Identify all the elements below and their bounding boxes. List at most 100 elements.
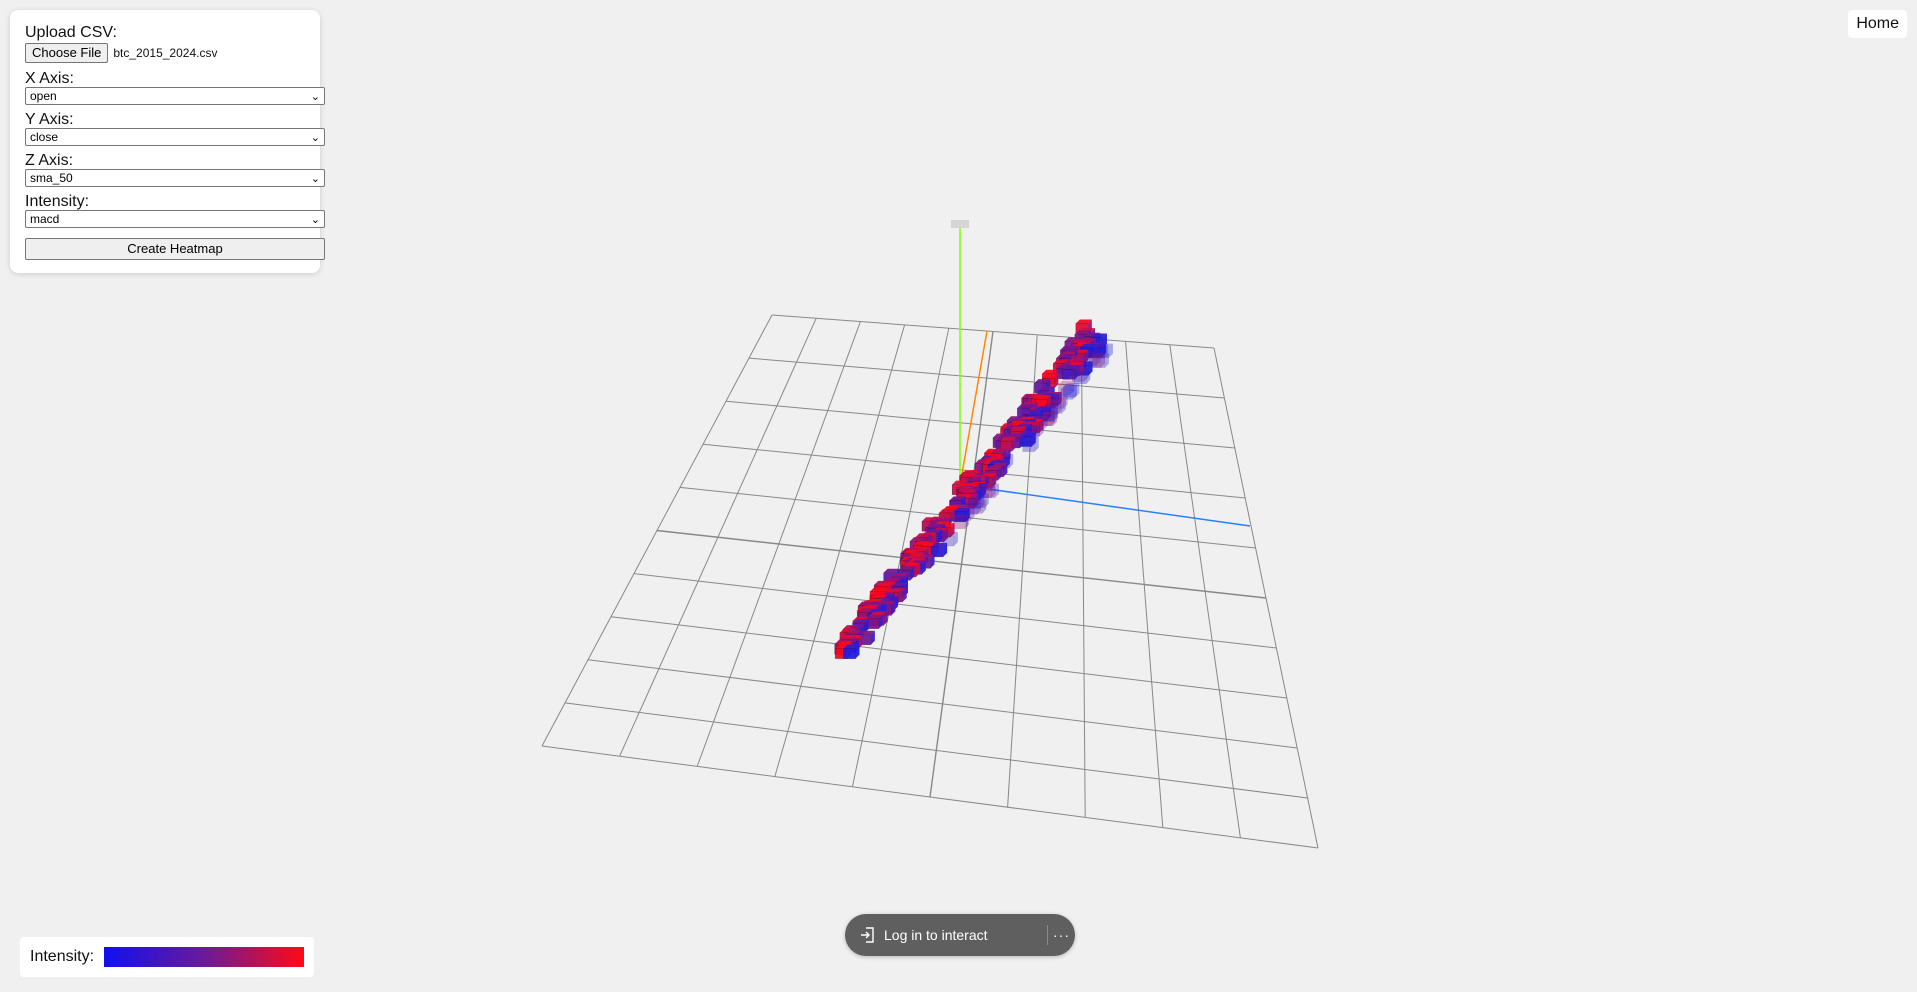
voxel-top <box>1072 367 1089 372</box>
voxel-side <box>994 483 999 498</box>
voxel-side <box>950 523 955 538</box>
z-axis-line <box>959 484 1251 527</box>
voxel-front <box>843 648 856 659</box>
voxel-front <box>1092 357 1106 368</box>
voxel-top <box>866 614 883 619</box>
grid-line <box>610 616 1287 699</box>
voxel-side <box>980 486 985 501</box>
voxel-front <box>1091 348 1105 359</box>
voxel-side <box>997 466 1002 481</box>
voxel-side <box>1031 432 1036 447</box>
z-axis-select[interactable]: sma_50 ⌄ <box>25 169 325 187</box>
voxel-top <box>1031 415 1048 420</box>
voxel-side <box>864 619 869 634</box>
heatmap-voxel <box>1091 344 1108 359</box>
voxel-side <box>977 487 982 502</box>
grid-line <box>587 659 1298 749</box>
heatmap-voxel <box>930 542 948 558</box>
choose-file-button[interactable]: Choose File <box>25 43 109 63</box>
voxel-side <box>1095 343 1100 358</box>
voxel-side <box>970 506 975 521</box>
voxel-top <box>903 562 920 567</box>
voxel-cloud <box>834 319 1113 659</box>
intensity-select[interactable]: macd ⌄ <box>25 210 325 228</box>
voxel-side <box>1102 342 1107 357</box>
file-name: btc_2015_2024.csv <box>113 46 218 60</box>
voxel-side <box>964 514 969 529</box>
voxel-top <box>1049 399 1066 404</box>
voxel-top <box>1063 383 1080 388</box>
heatmap-voxel <box>1092 353 1109 368</box>
home-button[interactable]: Home <box>1848 10 1907 38</box>
voxel-top <box>1071 339 1088 344</box>
voxel-top <box>1009 427 1026 432</box>
chevron-down-icon: ⌄ <box>310 214 320 226</box>
grid-line <box>541 745 1319 849</box>
voxel-top <box>1026 411 1043 416</box>
voxel-side <box>902 587 907 602</box>
voxel-front <box>982 487 996 498</box>
ellipsis-icon[interactable]: ··· <box>1053 927 1070 943</box>
voxel-side <box>930 554 935 569</box>
heatmap-voxel <box>843 644 860 659</box>
voxel-top <box>839 635 856 640</box>
voxel-top <box>970 499 987 504</box>
y-axis-label: Y Axis: <box>25 111 74 128</box>
file-input[interactable]: Choose File btc_2015_2024.csv <box>25 42 305 64</box>
voxel-top <box>1022 437 1039 442</box>
create-heatmap-button[interactable]: Create Heatmap <box>25 238 325 260</box>
voxel-side <box>1061 399 1066 414</box>
intensity-value: macd <box>30 212 60 226</box>
voxel-top <box>1060 385 1077 390</box>
heatmap-voxel <box>979 483 996 499</box>
voxel-side <box>910 566 915 581</box>
voxel-top <box>1075 319 1092 324</box>
login-button[interactable]: Log in to interact <box>845 914 1047 956</box>
voxel-side <box>943 542 948 557</box>
voxel-side <box>915 562 920 577</box>
voxel-top <box>1088 353 1105 358</box>
voxel-side <box>1047 395 1052 410</box>
y-axis-value: close <box>30 130 59 144</box>
voxel-side <box>1079 361 1084 376</box>
heatmap-voxel <box>1051 394 1068 409</box>
heatmap-voxel <box>982 483 999 498</box>
floor-grid <box>541 314 1319 849</box>
voxel-side <box>977 500 982 515</box>
voxel-top <box>964 477 981 482</box>
voxel-top <box>1037 407 1054 412</box>
legend-label: Intensity: <box>30 948 95 965</box>
voxel-front <box>1096 347 1110 358</box>
voxel-top <box>858 630 875 635</box>
x-axis-select[interactable]: open ⌄ <box>25 87 325 105</box>
voxel-side <box>1063 394 1068 409</box>
grid-line <box>564 702 1308 799</box>
voxel-top <box>1039 411 1056 416</box>
y-axis-select[interactable]: close ⌄ <box>25 128 325 146</box>
voxel-top <box>1034 379 1051 384</box>
voxel-side <box>1003 462 1008 477</box>
legend-gradient-bar <box>104 947 305 967</box>
voxel-top <box>1058 380 1075 385</box>
voxel-top <box>985 466 1002 471</box>
voxel-front <box>967 498 981 510</box>
voxel-top <box>1033 407 1050 412</box>
voxel-side <box>878 614 883 629</box>
voxel-side <box>953 532 958 547</box>
voxel-side <box>1088 361 1093 376</box>
voxel-side <box>855 644 860 659</box>
voxel-top <box>1074 330 1091 335</box>
voxel-top <box>1045 400 1062 405</box>
voxel-front <box>1073 373 1087 385</box>
voxel-side <box>921 560 926 575</box>
grid-line <box>1213 347 1319 849</box>
heatmap-voxel <box>1063 383 1080 398</box>
pill-divider <box>1047 925 1048 945</box>
upload-label: Upload CSV: <box>25 24 117 41</box>
heatmap-voxel <box>1022 437 1039 452</box>
voxel-top <box>1042 369 1059 374</box>
login-pill: Log in to interact ··· <box>845 914 1075 956</box>
voxel-top <box>1042 374 1059 379</box>
voxel-top <box>1079 343 1096 348</box>
